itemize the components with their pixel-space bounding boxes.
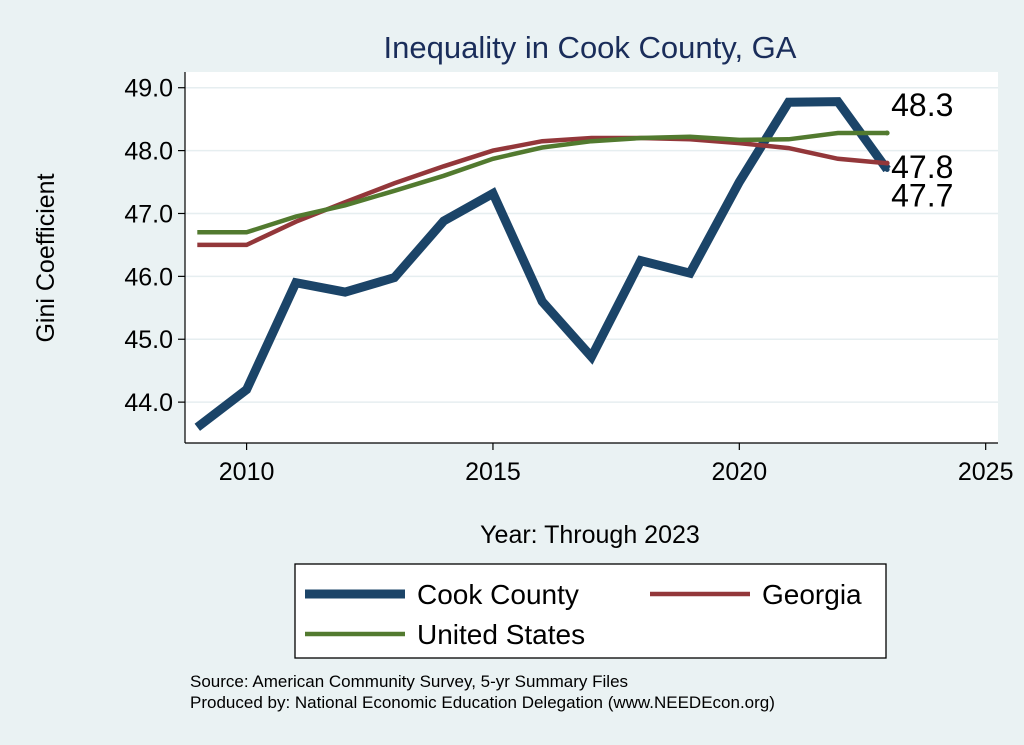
end-labels: 47.747.8 48.3 (891, 87, 953, 213)
y-axis-title: Gini Coefficient (32, 173, 60, 342)
legend-label-cook-county: Cook County (417, 579, 579, 610)
y-tick-label: 46.0 (124, 263, 173, 291)
series-line-georgia (197, 135, 888, 248)
y-tick-label: 44.0 (124, 389, 173, 417)
producer-note: Produced by: National Economic Education… (190, 693, 775, 712)
x-tick-label: 2025 (958, 458, 1014, 486)
x-tick-label: 2015 (465, 458, 521, 486)
y-tick-label: 45.0 (124, 326, 173, 354)
y-tick-label: 49.0 (124, 75, 173, 103)
plot-area (185, 72, 998, 443)
legend: Cook County Georgia United States (294, 563, 887, 659)
x-axis: 2010 2015 2020 2025 (185, 442, 1014, 486)
legend-label-united-states: United States (417, 619, 585, 650)
y-axis: 44.0 45.0 46.0 47.0 48.0 49.0 (124, 72, 186, 443)
end-point-united-states (884, 130, 890, 136)
series-line-united-states (197, 130, 888, 235)
end-label-cook-county: 47.7 (891, 177, 953, 213)
x-tick-label: 2020 (712, 458, 768, 486)
series-line-cook-county (194, 97, 891, 431)
y-tick-label: 48.0 (124, 138, 173, 166)
legend-box (294, 563, 887, 659)
x-axis-title: Year: Through 2023 (480, 521, 700, 549)
legend-label-georgia: Georgia (762, 579, 862, 610)
end-label-united-states: 48.3 (891, 87, 953, 123)
x-tick-label: 2010 (219, 458, 275, 486)
end-label-georgia: 47.8 (891, 149, 953, 185)
y-tick-label: 47.0 (124, 200, 173, 228)
end-point-georgia (884, 160, 890, 166)
end-point-cook-county (884, 166, 890, 172)
chart-title: Inequality in Cook County, GA (384, 30, 797, 65)
series-layer (194, 97, 891, 431)
source-note: Source: American Community Survey, 5-yr … (190, 672, 628, 691)
